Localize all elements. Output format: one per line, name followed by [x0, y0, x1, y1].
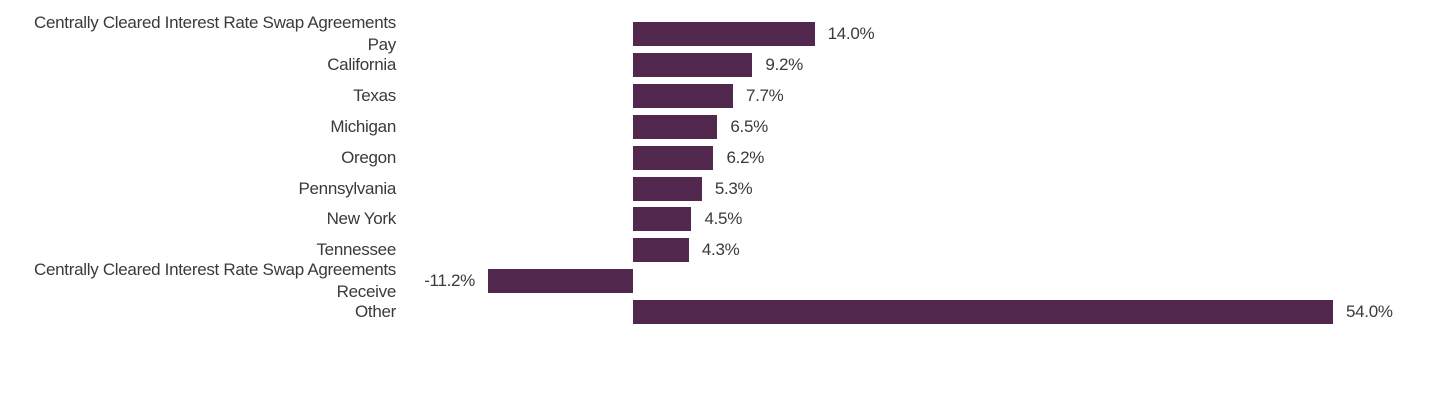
category-label: Centrally Cleared Interest Rate Swap Agr… — [34, 13, 396, 54]
value-label: 4.5% — [704, 209, 743, 229]
category-label: Centrally Cleared Interest Rate Swap Agr… — [34, 260, 396, 302]
value-label: 6.2% — [726, 147, 765, 167]
bar — [633, 83, 733, 108]
category-label: Michigan — [330, 116, 396, 136]
category-label: Pennsylvania — [298, 178, 396, 198]
bar — [633, 145, 714, 170]
value-label: 9.2% — [765, 54, 803, 74]
category-label: Tennessee — [316, 240, 396, 260]
bar — [488, 269, 634, 294]
category-label: Oregon — [341, 147, 396, 167]
bar — [633, 114, 718, 139]
value-label: 7.7% — [745, 85, 784, 105]
category-label: New York — [326, 209, 397, 229]
category-label: Other — [354, 302, 396, 322]
value-label: 5.3% — [714, 178, 753, 198]
value-label: 14.0% — [827, 24, 875, 43]
value-label: 4.3% — [701, 240, 740, 260]
bar — [633, 207, 692, 232]
value-label: 6.5% — [730, 116, 768, 136]
bar — [633, 52, 753, 77]
value-label: 54.0% — [1346, 302, 1393, 322]
bar — [633, 176, 702, 201]
category-label: California — [327, 54, 396, 74]
value-label: -11.2% — [424, 271, 475, 291]
bar — [633, 22, 815, 46]
bar — [633, 300, 1333, 325]
bar — [633, 238, 689, 263]
category-label: Texas — [353, 85, 396, 105]
